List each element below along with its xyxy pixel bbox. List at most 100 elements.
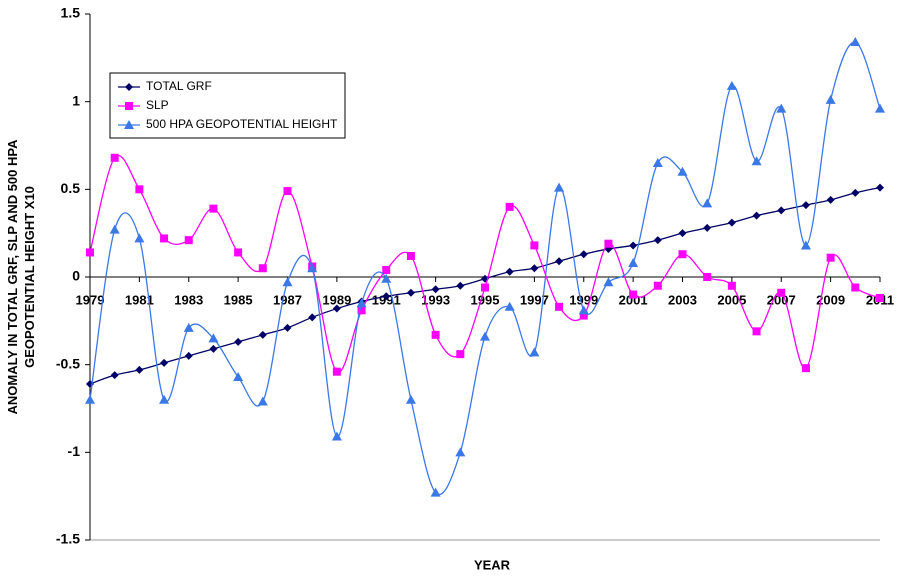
legend-marker [124, 120, 134, 129]
marker [109, 224, 120, 234]
marker [234, 248, 243, 257]
marker [801, 201, 810, 210]
x-tick-label: 1997 [520, 292, 549, 307]
y-tick-label: 1 [72, 92, 80, 108]
marker [875, 103, 885, 113]
marker [110, 153, 119, 162]
marker [332, 304, 341, 313]
marker [405, 394, 416, 404]
marker [851, 188, 860, 197]
marker [826, 195, 835, 204]
marker [431, 330, 440, 339]
marker [876, 294, 884, 303]
marker [702, 198, 713, 208]
marker [160, 234, 169, 243]
marker [456, 350, 465, 359]
marker [776, 103, 787, 113]
marker [578, 305, 589, 315]
x-tick-label: 1985 [224, 292, 253, 307]
x-tick-label: 1999 [569, 292, 598, 307]
marker [529, 347, 540, 357]
x-tick-label: 1995 [471, 292, 500, 307]
marker [356, 298, 367, 308]
marker [851, 283, 860, 292]
marker [283, 187, 292, 196]
marker [234, 337, 243, 346]
marker [282, 277, 293, 287]
y-tick-label: 0 [72, 268, 80, 284]
marker [554, 182, 565, 192]
legend-box [109, 72, 346, 139]
marker [332, 367, 341, 376]
legend-label: TOTAL GRF [146, 79, 212, 93]
marker [504, 301, 515, 311]
marker [455, 447, 466, 457]
marker [653, 281, 662, 290]
marker [604, 239, 613, 248]
marker [110, 371, 119, 380]
marker [505, 267, 514, 276]
marker [530, 241, 539, 250]
legend-label: SLP [146, 98, 169, 112]
marker [629, 290, 638, 299]
x-axis-label: YEAR [474, 557, 511, 572]
marker [406, 288, 415, 297]
marker [159, 394, 170, 404]
marker [233, 371, 244, 381]
y-tick-label: -1.5 [56, 531, 80, 547]
marker [208, 333, 219, 343]
marker [86, 248, 94, 257]
marker [752, 211, 761, 220]
x-tick-label: 2009 [816, 292, 845, 307]
marker [135, 365, 144, 374]
marker [629, 241, 638, 250]
marker [850, 37, 861, 47]
marker [703, 273, 712, 281]
marker [652, 158, 663, 168]
legend-marker [125, 83, 133, 91]
x-tick-label: 1983 [174, 292, 203, 307]
y-tick-label: -1 [68, 443, 81, 459]
x-tick-label: 1989 [322, 292, 351, 307]
marker [825, 94, 836, 104]
marker [579, 250, 588, 259]
marker [876, 183, 884, 192]
marker [382, 292, 391, 301]
marker [726, 80, 737, 90]
marker [801, 364, 810, 373]
marker [727, 281, 736, 290]
marker [283, 323, 292, 332]
marker [431, 285, 440, 294]
marker [85, 394, 95, 404]
y-tick-label: 1.5 [61, 5, 81, 21]
marker [382, 265, 391, 274]
marker [134, 233, 145, 243]
marker [505, 202, 514, 211]
x-tick-label: 1979 [76, 292, 105, 307]
marker [628, 257, 639, 267]
marker [603, 277, 614, 287]
x-tick-label: 1993 [421, 292, 450, 307]
marker [555, 302, 564, 311]
legend-marker [125, 102, 133, 110]
marker [678, 250, 687, 259]
marker [752, 327, 761, 336]
marker [160, 358, 169, 367]
marker [258, 330, 267, 339]
marker [257, 396, 268, 406]
marker [184, 236, 193, 245]
x-tick-label: 1987 [273, 292, 302, 307]
x-tick-label: 2003 [668, 292, 697, 307]
y-tick-label: -0.5 [56, 355, 80, 371]
marker [135, 185, 144, 194]
y-axis-label: ANOMALY IN TOTAL GRF, SLP AND 500 HPA GEO… [5, 139, 37, 415]
marker [653, 236, 662, 245]
y-tick-label: 0.5 [61, 180, 81, 196]
marker [357, 306, 366, 315]
legend: TOTAL GRF SLP 500 HPA GEOPOTENTIAL HEIGHT [109, 72, 346, 139]
marker [678, 229, 687, 238]
x-tick-label: 1981 [125, 292, 154, 307]
marker [800, 240, 811, 250]
marker [183, 322, 194, 332]
